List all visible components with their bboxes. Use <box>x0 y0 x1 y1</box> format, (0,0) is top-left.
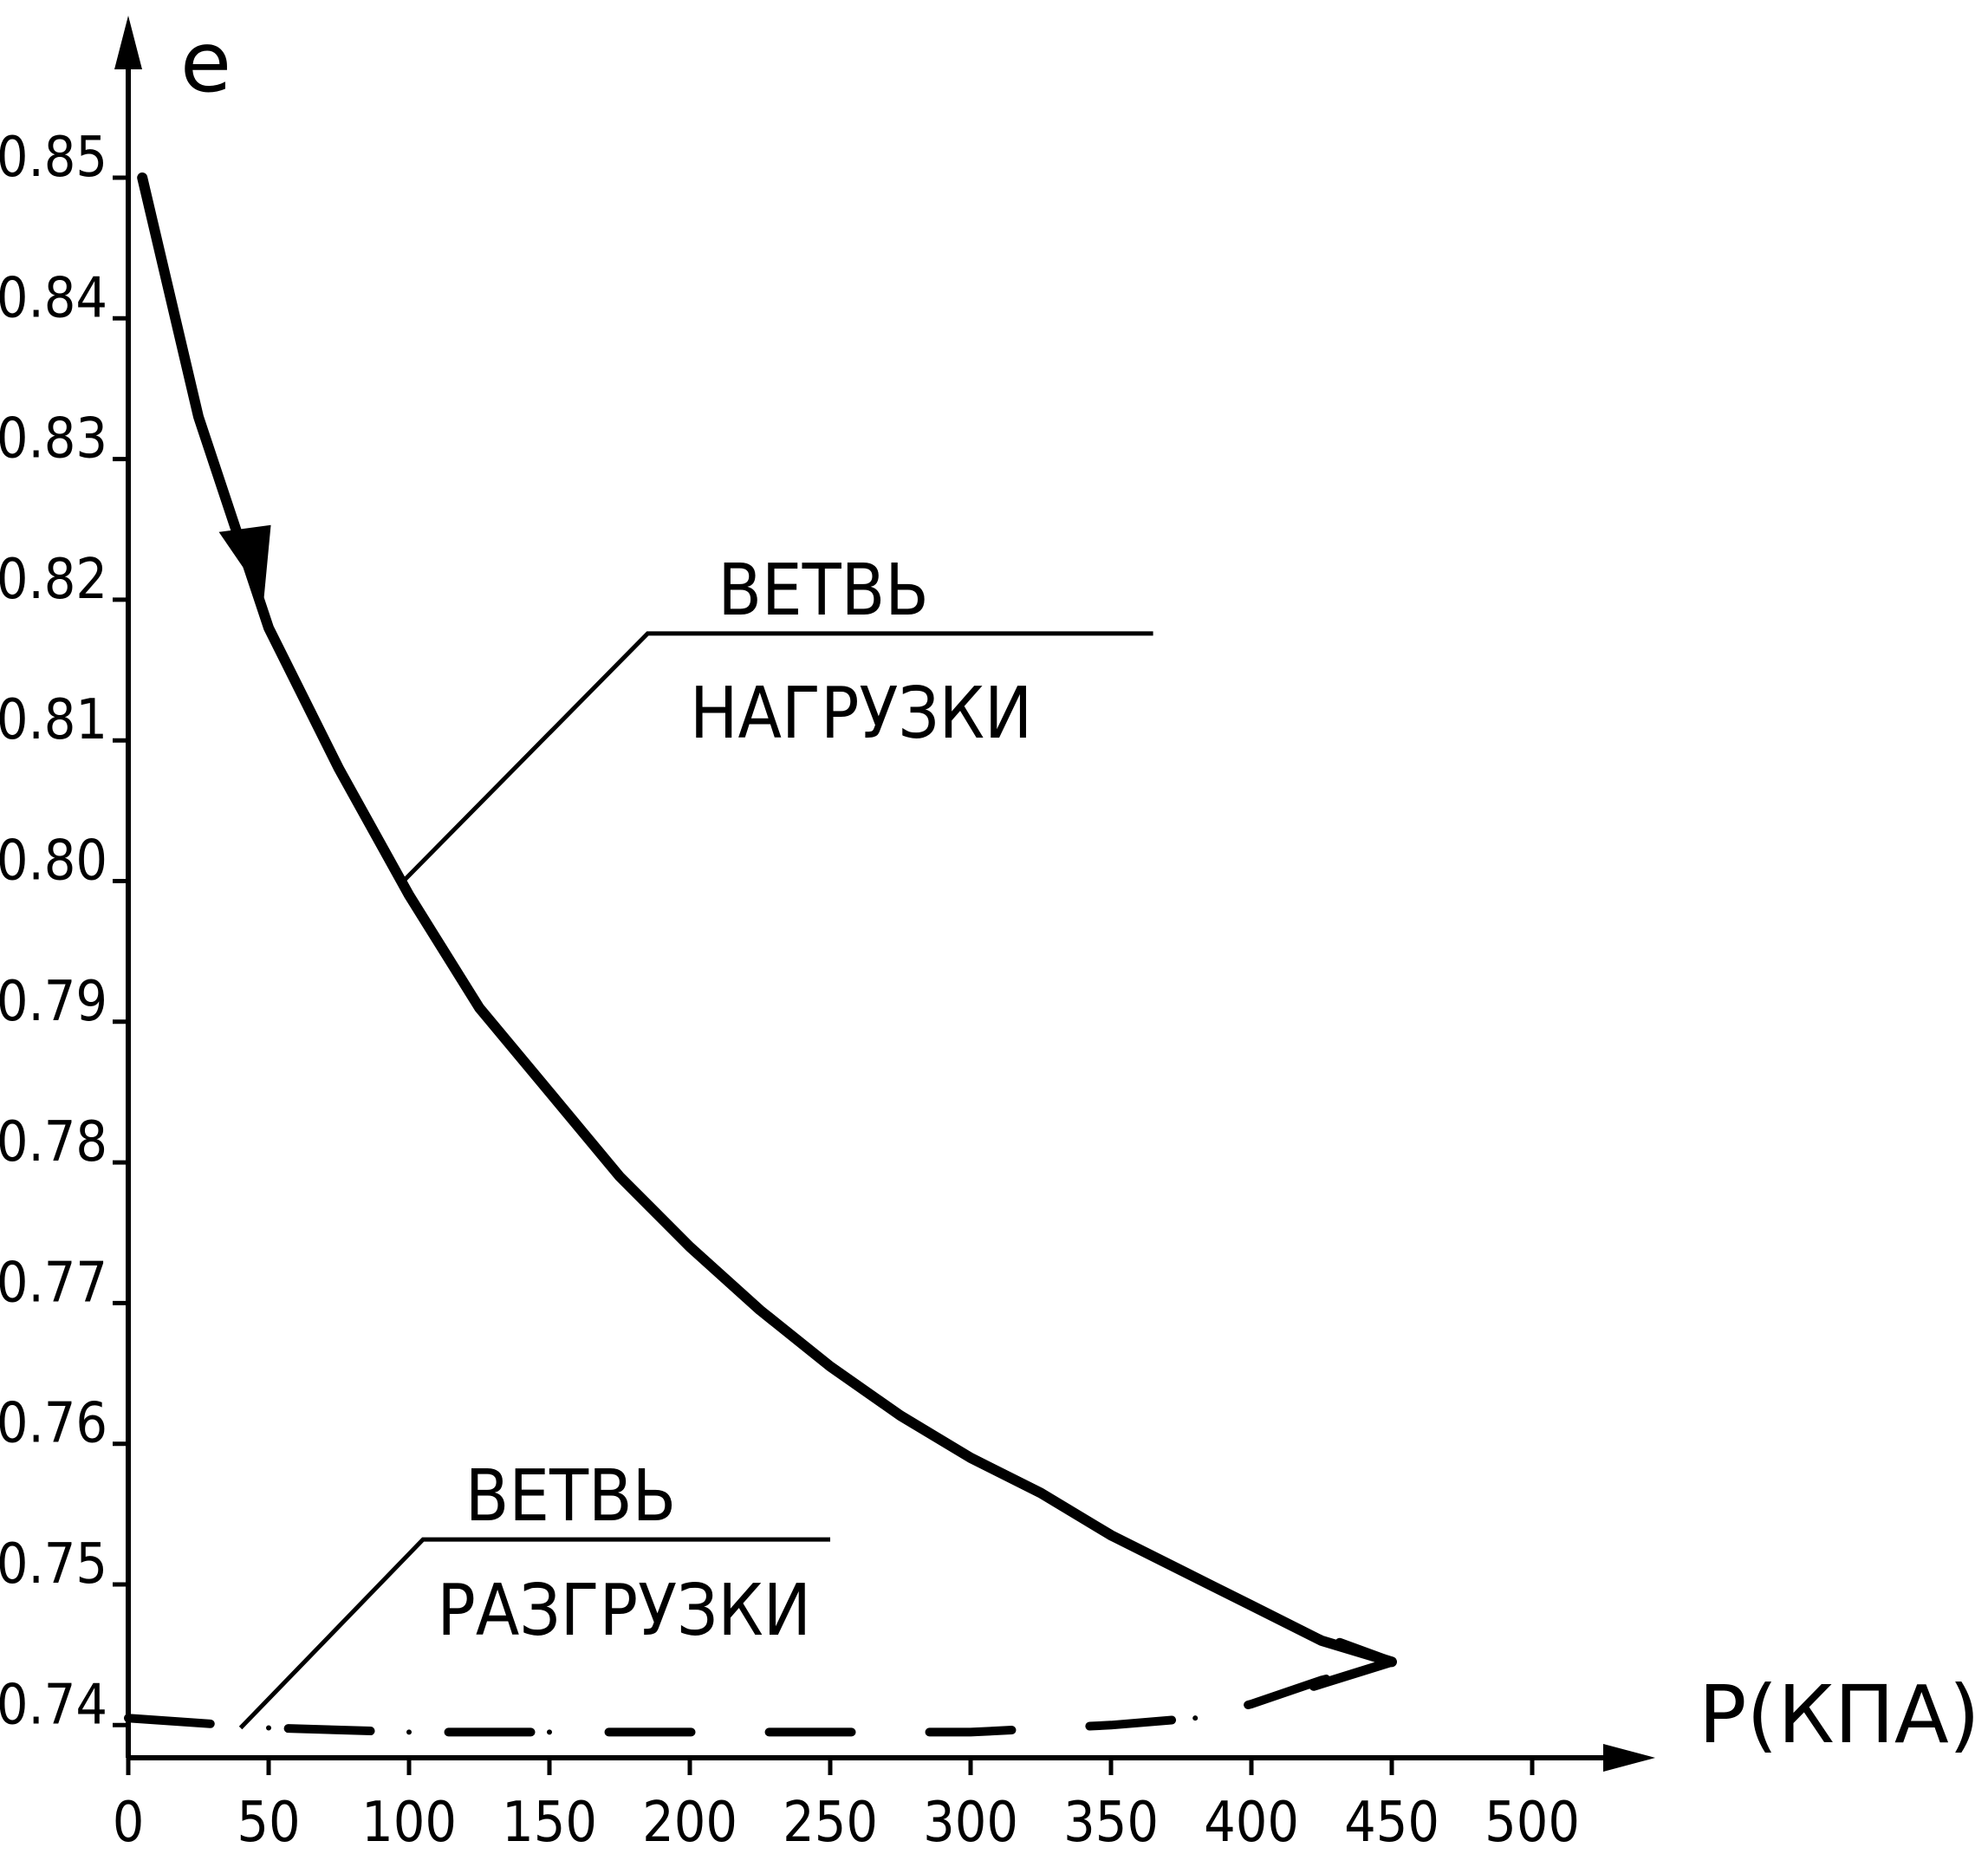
x-tick-label: 250 <box>783 1791 878 1855</box>
reversal-hook <box>1309 1637 1397 1691</box>
x-tick-label: 500 <box>1485 1791 1580 1855</box>
load-branch-point <box>196 413 201 420</box>
load-branch-label-line2: НАГРУЗКИ <box>690 673 1032 755</box>
load-branch-point <box>406 892 412 898</box>
load-branch-point <box>968 1454 973 1460</box>
unload-branch-point <box>968 1729 973 1735</box>
y-axis-title: e <box>180 14 231 111</box>
load-branch-point <box>898 1413 903 1419</box>
unload-branch-point <box>828 1729 833 1735</box>
load-branch-point <box>757 1307 763 1313</box>
unload-branch-point <box>1249 1701 1254 1707</box>
y-tick-label: 0.83 <box>0 407 107 472</box>
x-tick-label: 150 <box>502 1791 597 1855</box>
x-tick-label: 0 <box>113 1791 145 1855</box>
loading-direction-arrow-icon <box>218 524 271 598</box>
unload-branch-point <box>406 1729 412 1735</box>
y-tick-label: 0.81 <box>0 688 107 752</box>
y-tick-label: 0.76 <box>0 1392 107 1456</box>
load-branch-point <box>1319 1637 1324 1643</box>
load-branch-point <box>687 1244 692 1250</box>
y-tick-label: 0.79 <box>0 970 107 1034</box>
load-branch-point <box>1179 1567 1184 1573</box>
y-tick-label: 0.80 <box>0 829 107 894</box>
y-tick-label: 0.84 <box>0 266 107 330</box>
unload-branch-point <box>547 1729 552 1735</box>
y-tick-label: 0.77 <box>0 1251 107 1315</box>
load-branch-point <box>1249 1603 1254 1609</box>
x-axis-title: P(КПА) <box>1699 1669 1980 1761</box>
axes <box>114 16 1655 1772</box>
load-branch-point <box>1108 1532 1114 1538</box>
load-branch-point <box>266 625 271 631</box>
unload-branch-point <box>1192 1715 1199 1721</box>
load-branch-point <box>617 1174 622 1180</box>
x-tick-label: 200 <box>642 1791 737 1855</box>
y-tick-label: 0.74 <box>0 1673 107 1737</box>
load-branch-label-line1: ВЕТВЬ <box>718 550 928 632</box>
y-tick-label: 0.82 <box>0 548 107 612</box>
y-tick-label: 0.78 <box>0 1110 107 1174</box>
load-branch-leader-line <box>401 631 1153 883</box>
unload-branch-point <box>266 1725 271 1731</box>
load-branch-point <box>547 1089 552 1095</box>
x-tick-label: 50 <box>237 1791 300 1855</box>
x-tick-label: 450 <box>1344 1791 1439 1855</box>
unload-branch-label-line2: РАЗГРУЗКИ <box>437 1570 811 1652</box>
load-branch-point <box>477 1005 482 1011</box>
unload-branch-label-line1: ВЕТВЬ <box>465 1455 676 1538</box>
y-axis-arrowhead <box>114 16 142 69</box>
annotations: ВЕТВЬ НАГРУЗКИ ВЕТВЬ РАЗГРУЗКИ <box>238 550 1153 1730</box>
x-ticks: 0 50 100 150 200 250 300 350 400 450 500 <box>113 1758 1580 1855</box>
unload-branch-point <box>126 1715 131 1721</box>
load-branch-point <box>1038 1490 1043 1496</box>
unload-branch-line <box>124 1657 1396 1737</box>
load-branch-point <box>828 1363 833 1369</box>
load-branch-point <box>336 765 341 771</box>
y-tick-label: 0.85 <box>0 126 107 190</box>
load-branch-point <box>140 175 146 180</box>
x-tick-label: 400 <box>1204 1791 1299 1855</box>
x-tick-label: 350 <box>1063 1791 1159 1855</box>
x-axis-arrowhead <box>1603 1744 1655 1772</box>
x-tick-label: 300 <box>923 1791 1018 1855</box>
y-ticks: 0.85 0.84 0.83 0.82 0.81 0.80 0.79 0.78 0.77 0.76… <box>0 126 128 1737</box>
x-tick-label: 100 <box>361 1791 457 1855</box>
y-tick-label: 0.75 <box>0 1532 107 1597</box>
unload-branch-leader-line <box>238 1537 830 1730</box>
series-group <box>124 172 1397 1737</box>
unload-branch-point <box>687 1729 692 1735</box>
unload-branch-point <box>1108 1722 1114 1728</box>
